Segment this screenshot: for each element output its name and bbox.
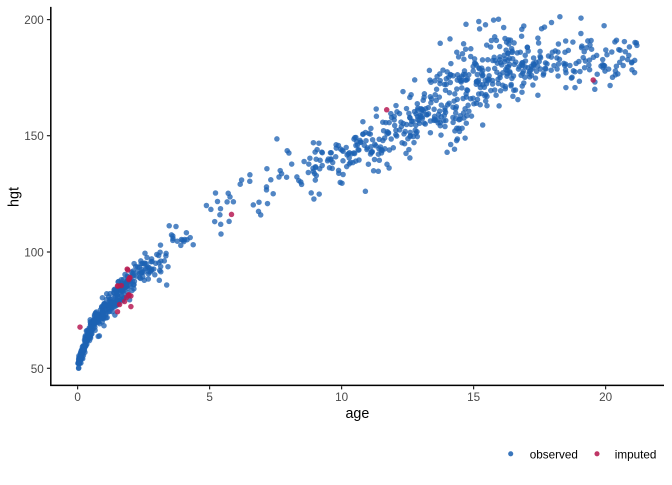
- svg-text:150: 150: [24, 130, 44, 143]
- svg-text:10: 10: [335, 391, 349, 404]
- svg-text:15: 15: [467, 391, 481, 404]
- svg-text:age: age: [345, 406, 369, 422]
- svg-text:0: 0: [74, 391, 81, 404]
- svg-text:20: 20: [599, 391, 613, 404]
- svg-text:imputed: imputed: [615, 448, 657, 461]
- svg-text:observed: observed: [530, 448, 578, 461]
- svg-text:5: 5: [206, 391, 213, 404]
- svg-text:200: 200: [24, 14, 44, 27]
- svg-text:hgt: hgt: [7, 187, 23, 207]
- svg-text:100: 100: [24, 247, 44, 260]
- svg-text:50: 50: [31, 363, 45, 376]
